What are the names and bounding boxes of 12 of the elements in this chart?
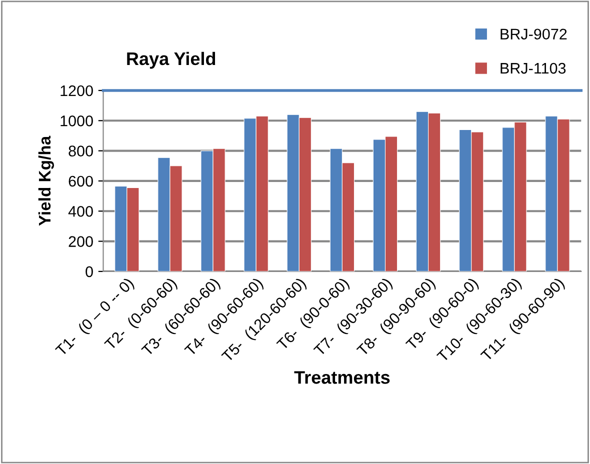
y-tick-label: 600	[68, 176, 93, 187]
legend-label: BRJ-1103	[500, 62, 566, 74]
y-tick-label: 800	[68, 146, 93, 156]
y-tick-label: 200	[68, 236, 93, 247]
chart-title: Raya Yield	[127, 52, 216, 69]
y-axis-title: Yield Kg/ha	[38, 136, 54, 226]
x-axis-title: Treatments	[294, 371, 390, 384]
legend-label: BRJ-9072	[500, 28, 567, 40]
y-tick-label: 0	[86, 266, 93, 278]
y-tick-label: 1200	[60, 85, 93, 96]
y-tick-label: 1000	[60, 116, 93, 126]
y-tick-label: 400	[68, 206, 93, 217]
